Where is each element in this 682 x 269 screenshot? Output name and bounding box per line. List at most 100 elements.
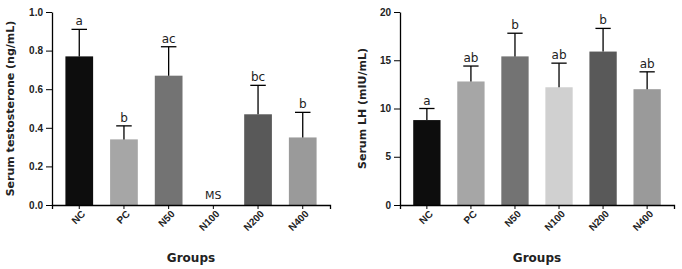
y-tick-mark (46, 12, 52, 13)
y-tick: 1.0 (29, 7, 52, 18)
x-tick: N50 (156, 205, 177, 229)
x-tick-label: PC (114, 208, 132, 226)
significance-label: ab (640, 57, 655, 71)
x-tick-label: N50 (502, 208, 523, 229)
bar (65, 56, 93, 205)
y-axis: 05101520 (380, 7, 401, 211)
x-tick: N50 (502, 205, 523, 229)
error-bar (507, 33, 522, 56)
x-tick: NC (69, 205, 87, 226)
significance-label: ac (162, 32, 176, 46)
bar (110, 139, 138, 205)
x-tick-label: N400 (286, 208, 311, 233)
y-tick: 10 (380, 103, 400, 114)
y-axis-title: Serum testosterone (ng/mL) (4, 21, 17, 197)
error-bar (116, 126, 132, 140)
plot-area (413, 28, 661, 205)
error-bar (419, 109, 434, 121)
x-tick-label: NC (69, 208, 87, 226)
y-tick-mark (394, 157, 400, 158)
y-tick-label: 1.0 (29, 7, 43, 18)
x-tick-label: N100 (197, 208, 222, 233)
y-tick-mark (394, 205, 400, 206)
error-stem (602, 28, 603, 51)
error-stem (302, 112, 303, 137)
y-tick-mark (46, 205, 52, 206)
chart: 0.00.20.40.60.81.0NCPCN50N100N200N400aba… (4, 7, 331, 265)
x-tick: N100 (542, 205, 567, 233)
y-tick-mark (394, 12, 400, 13)
error-cap (250, 85, 266, 86)
y-axis: 0.0 0.2 0.4 0.6 0.8 1.0 (29, 7, 52, 211)
figure: 0.00.20.40.60.81.0NCPCN50N100N200N400aba… (0, 0, 682, 269)
error-cap (419, 108, 434, 109)
bar (545, 87, 572, 205)
significance-label: b (299, 97, 307, 111)
bar (413, 120, 440, 205)
y-tick: 20 (380, 7, 400, 18)
error-bar (72, 29, 88, 56)
y-tick-mark (394, 60, 400, 61)
error-cap (463, 65, 478, 66)
x-tick-label: N50 (156, 208, 177, 229)
y-tick-label: 0.2 (29, 161, 43, 172)
significance-label: b (120, 111, 128, 125)
x-axis-title: Groups (513, 251, 561, 265)
error-cap (116, 125, 132, 126)
y-axis-title: Serum LH (mIU/mL) (356, 48, 369, 169)
error-cap (507, 33, 522, 34)
significance-label: a (423, 94, 430, 108)
y-tick-mark (46, 89, 52, 90)
x-axis-line (401, 206, 675, 210)
error-stem (470, 66, 471, 81)
error-stem (514, 33, 515, 56)
bar (155, 76, 183, 205)
x-tick-label: N400 (631, 208, 656, 233)
error-bar (463, 66, 478, 81)
y-tick: 0.2 (29, 161, 52, 172)
y-axis-line (52, 13, 53, 206)
y-tick-mark (46, 128, 52, 129)
chart: 05101520NCPCN50N100N200N400aabbabbabSeru… (356, 7, 675, 265)
significance-label: b (599, 13, 607, 27)
error-stem (257, 85, 258, 114)
y-tick-label: 0.4 (29, 123, 43, 134)
error-cap (595, 28, 610, 29)
x-tick-label: N100 (542, 208, 567, 233)
y-tick-label: 10 (380, 103, 392, 114)
error-stem (646, 72, 647, 89)
x-tick: PC (114, 205, 132, 226)
plot-area (65, 29, 316, 205)
x-tick: N200 (587, 205, 612, 233)
y-tick-label: 20 (380, 7, 392, 18)
x-axis: NC PC N50 N100 N200 N400 (53, 205, 331, 233)
y-tick: 0 (385, 200, 400, 211)
significance-label: ab (463, 51, 478, 65)
x-tick: N100 (197, 205, 222, 233)
y-tick-label: 0.0 (29, 200, 43, 211)
error-bar (161, 47, 177, 76)
error-cap (295, 112, 311, 113)
bar (289, 137, 317, 205)
error-stem (79, 29, 80, 56)
y-tick-label: 0.6 (29, 84, 43, 95)
bar (633, 89, 660, 205)
error-bar (551, 63, 566, 87)
error-bar (639, 72, 654, 89)
error-stem (168, 47, 169, 76)
y-axis-line (400, 13, 401, 206)
x-tick-label: N200 (587, 208, 612, 233)
error-cap (72, 29, 88, 30)
annotation: MS (205, 189, 221, 202)
error-stem (558, 63, 559, 87)
y-tick-label: 0.8 (29, 45, 43, 56)
significance-label: b (511, 18, 519, 32)
y-tick: 5 (385, 151, 400, 162)
error-bar (250, 85, 266, 114)
x-axis: NCPCN50N100N200N400 (401, 205, 675, 233)
y-tick-mark (394, 109, 400, 110)
x-tick: N200 (241, 205, 266, 233)
y-tick-label: 0 (385, 200, 391, 211)
x-tick: N400 (286, 205, 311, 233)
x-tick: N400 (631, 205, 656, 233)
